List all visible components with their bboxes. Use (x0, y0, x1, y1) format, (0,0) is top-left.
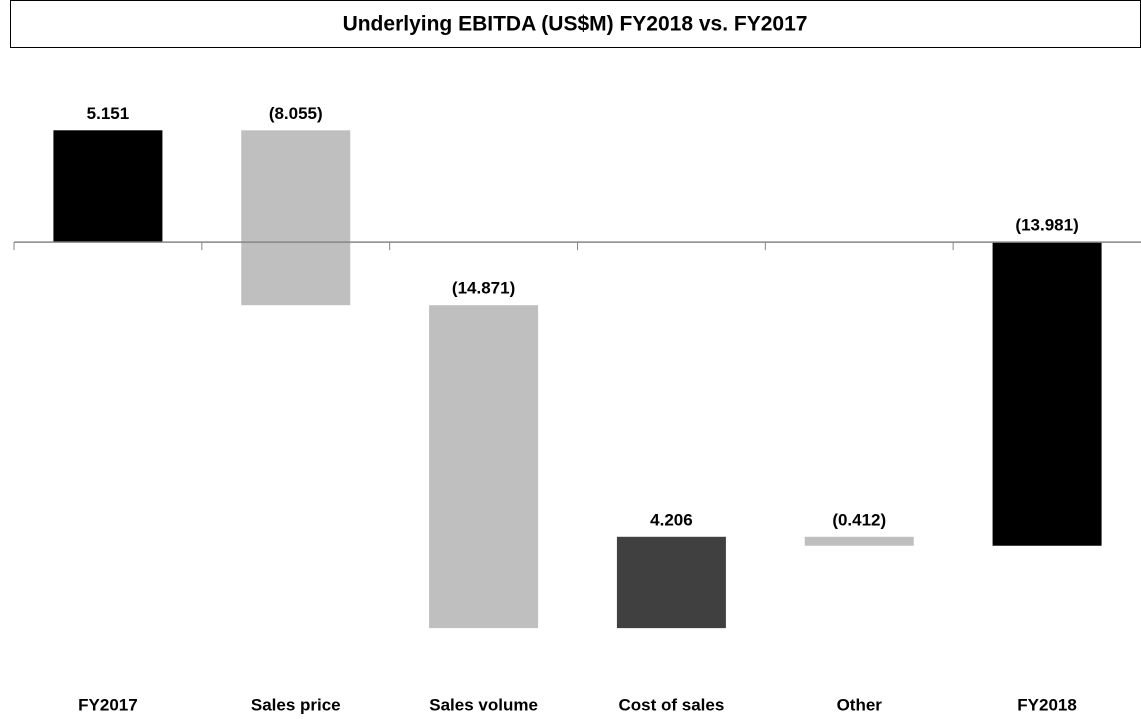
title-box (10, 0, 1141, 48)
bar (804, 536, 914, 546)
data-label: (8.055) (269, 104, 323, 123)
data-label: 5.151 (87, 104, 130, 123)
bar (992, 242, 1102, 546)
x-tick-label: Cost of sales (619, 695, 725, 714)
x-tick-label: Sales price (251, 695, 341, 714)
bar (53, 130, 163, 243)
chart-title: Underlying EBITDA (US$M) FY2018 vs. FY20… (343, 13, 808, 36)
data-label: (13.981) (1015, 216, 1078, 235)
bar (616, 536, 726, 629)
x-tick-label: FY2017 (78, 695, 138, 714)
bar (241, 130, 351, 306)
bar (429, 305, 539, 629)
data-label: (0.412) (832, 510, 886, 529)
x-tick-label: Other (837, 695, 883, 714)
x-tick-label: FY2018 (1017, 695, 1077, 714)
data-label: (14.871) (452, 279, 515, 298)
data-label: 4.206 (650, 510, 693, 529)
x-tick-label: Sales volume (429, 695, 538, 714)
